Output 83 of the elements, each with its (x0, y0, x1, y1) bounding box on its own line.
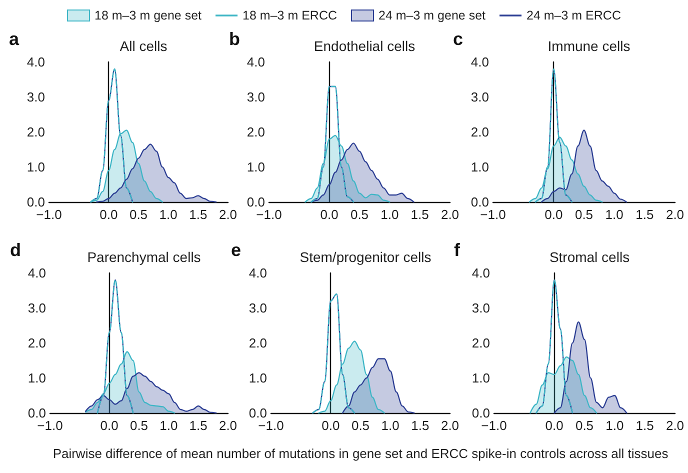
y-tick-label: 2.0 (28, 336, 46, 350)
legend-label: 18 m–3 m gene set (94, 8, 202, 22)
y-tick-label: 1.0 (246, 160, 265, 174)
text: d (10, 240, 21, 260)
y-tick-label: 2.0 (246, 124, 265, 140)
y-tick-label: 1.0 (248, 370, 267, 386)
x-tick-label: 1.5 (189, 418, 208, 433)
y-tick-label: 3.0 (470, 90, 489, 104)
y-tick-label: 2.0 (472, 336, 490, 350)
x-tick-label: −1.0 (36, 207, 62, 222)
y-tick-label: 2.0 (26, 124, 45, 140)
y-tick-label: 4.0 (248, 266, 267, 280)
y-tick-label: 1.0 (472, 370, 490, 386)
x-tick-label: 0.5 (351, 418, 370, 433)
y-tick-label: 0.0 (246, 194, 265, 210)
y-tick-label: 3.0 (26, 90, 45, 104)
y-tick-label: 4.0 (246, 54, 265, 70)
x-tick-label: 0.0 (100, 207, 118, 222)
y-tick-label: 1.0 (26, 160, 45, 174)
y-tick-label: 4.0 (472, 266, 490, 280)
y-tick-label: 3.0 (246, 90, 265, 104)
chart-title: Stromal cells (549, 249, 630, 265)
x-tick-label: 1.5 (636, 207, 654, 222)
x-tick-label: 2.0 (440, 418, 460, 433)
x-tick-label: 0.0 (320, 207, 338, 222)
x-tick-label: 2.0 (218, 418, 238, 433)
y-tick-label: 4.0 (470, 54, 489, 70)
x-tick-label: 1.5 (411, 418, 430, 433)
x-tick-label: 1.5 (636, 418, 654, 433)
text: c (453, 29, 464, 49)
y-tick-label: 3.0 (28, 300, 46, 316)
y-tick-label: 4.0 (28, 266, 46, 280)
y-tick-label: 0.0 (248, 406, 267, 420)
x-tick-label: 1.0 (159, 207, 178, 222)
text: b (229, 29, 240, 49)
x-tick-label: 0.0 (100, 418, 118, 433)
x-tick-label: −1.0 (481, 418, 507, 433)
legend-label: 24 m–3 m gene set (378, 8, 486, 22)
chart-title: Stem/progenitor cells (300, 249, 432, 265)
x-tick-label: −1.0 (480, 207, 506, 222)
legend-label: 18 m–3 m ERCC (242, 8, 338, 22)
legend-label: 24 m–3 m ERCC (526, 8, 621, 22)
x-tick-label: 2.0 (440, 207, 460, 222)
x-tick-label: 0.0 (545, 418, 564, 433)
chart-title: Parenchymal cells (87, 249, 201, 265)
x-tick-label: 0.5 (575, 418, 594, 433)
chart-title: Immune cells (548, 38, 630, 54)
x-tick-label: 2.0 (218, 207, 238, 222)
y-tick-label: 3.0 (248, 300, 267, 316)
x-tick-label: 1.0 (380, 207, 399, 222)
x-tick-label: 1.5 (189, 207, 208, 222)
y-tick-label: 0.0 (26, 194, 45, 210)
x-tick-label: 1.5 (410, 207, 429, 222)
x-tick-label: 1.0 (160, 418, 178, 433)
y-tick-label: 1.0 (28, 370, 46, 386)
y-tick-label: 1.0 (470, 160, 489, 174)
x-tick-label: 0.5 (130, 418, 148, 433)
y-tick-label: 0.0 (28, 406, 46, 420)
y-tick-label: 4.0 (26, 54, 45, 70)
y-tick-label: 0.0 (472, 406, 490, 420)
chart-title: Endothelial cells (314, 38, 416, 54)
y-tick-label: 0.0 (470, 194, 489, 210)
x-tick-label: 2.0 (666, 207, 684, 222)
x-axis-title: Pairwise difference of mean number of mutations in gene set and ERCC spike-in controls across all tissues (52, 446, 669, 461)
x-tick-label: 1.0 (605, 207, 624, 222)
y-tick-label: 3.0 (472, 300, 490, 316)
text: e (231, 240, 242, 260)
x-tick-label: −1.0 (37, 418, 63, 433)
y-tick-label: 2.0 (248, 336, 267, 350)
x-tick-label: 2.0 (666, 418, 684, 433)
x-tick-label: 0.5 (574, 207, 594, 222)
x-tick-label: 0.0 (544, 207, 563, 222)
y-tick-label: 2.0 (470, 124, 489, 140)
x-tick-label: 0.5 (350, 207, 369, 222)
x-tick-label: 0.5 (129, 207, 148, 222)
x-tick-label: −1.0 (256, 207, 282, 222)
text: a (9, 29, 20, 49)
chart-title: All cells (120, 38, 168, 54)
x-tick-label: 1.0 (381, 418, 400, 433)
x-tick-label: 1.0 (606, 418, 624, 433)
x-tick-label: 0.0 (322, 418, 340, 433)
x-tick-label: −1.0 (258, 418, 284, 433)
text: f (454, 240, 461, 260)
